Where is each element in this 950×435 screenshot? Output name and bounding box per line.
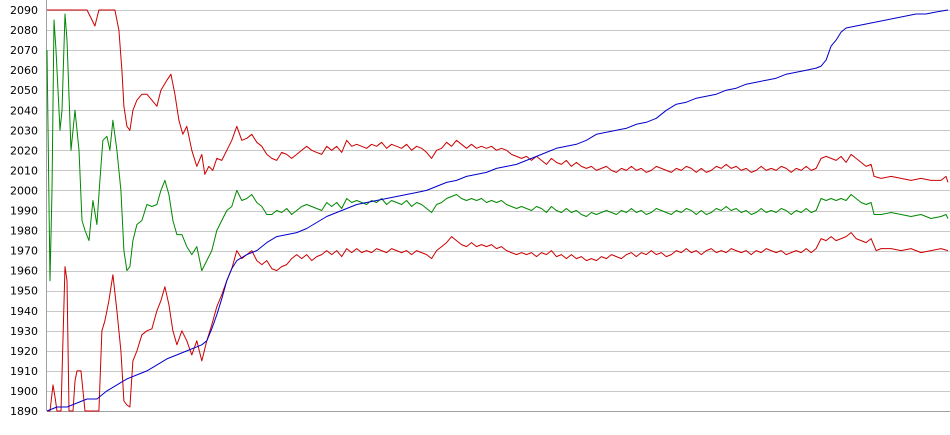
y-tick-label: 1910 bbox=[10, 365, 38, 378]
y-axis-tick-labels: 1890 1900 1910 1920 1930 1940 1950 1960 1970 1980… bbox=[10, 4, 38, 418]
y-tick-label: 1980 bbox=[10, 225, 38, 238]
y-tick-label: 1940 bbox=[10, 305, 38, 318]
y-tick-label: 2020 bbox=[10, 144, 38, 157]
y-tick-label: 2000 bbox=[10, 184, 38, 197]
y-tick-label: 1960 bbox=[10, 265, 38, 278]
y-tick-label: 2050 bbox=[10, 84, 38, 97]
y-tick-label: 2030 bbox=[10, 124, 38, 137]
y-tick-label: 1900 bbox=[10, 385, 38, 398]
y-tick-label: 2080 bbox=[10, 24, 38, 37]
series-line-0 bbox=[47, 9, 949, 183]
y-tick-label: 1930 bbox=[10, 325, 38, 338]
y-tick-label: 2060 bbox=[10, 64, 38, 77]
y-tick-label: 1970 bbox=[10, 245, 38, 258]
y-tick-label: 1920 bbox=[10, 345, 38, 358]
gridlines bbox=[47, 10, 950, 412]
y-tick-label: 2010 bbox=[10, 164, 38, 177]
series-line-1 bbox=[47, 232, 949, 412]
series-lines bbox=[46, 9, 949, 412]
y-tick-label: 2090 bbox=[10, 4, 38, 17]
series-line-2 bbox=[46, 13, 949, 282]
y-tick-label: 2070 bbox=[10, 44, 38, 57]
y-tick-label: 1890 bbox=[10, 405, 38, 418]
y-tick-label: 1990 bbox=[10, 205, 38, 218]
y-tick-label: 2040 bbox=[10, 104, 38, 117]
series-line-3 bbox=[46, 9, 949, 412]
y-tick-label: 1950 bbox=[10, 285, 38, 298]
